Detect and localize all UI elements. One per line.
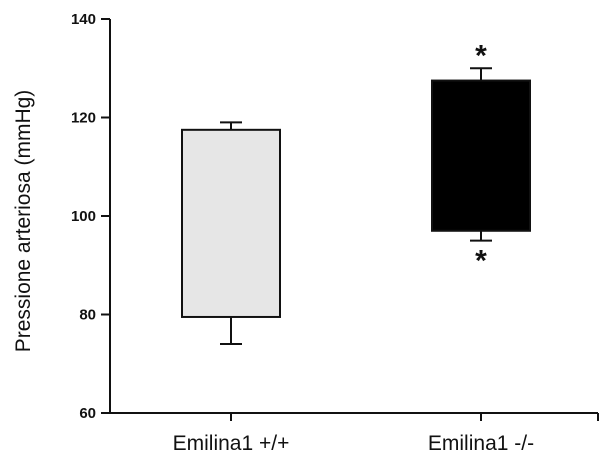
y-tick-label: 100 <box>71 208 96 225</box>
axis-labels: 60 80 100 120 140 Emilina1 +/+ Emilina1 -/- Pre… <box>12 11 534 455</box>
y-tick-label: 140 <box>71 11 96 28</box>
box <box>181 128 281 318</box>
y-tick-label: 60 <box>79 405 96 422</box>
significance-marker-bottom: * <box>475 245 487 278</box>
y-tick-label: 120 <box>71 110 96 127</box>
y-tick-label: 80 <box>79 307 96 324</box>
y-axis-title: Pressione arteriosa (mmHg) <box>12 90 35 353</box>
x-category-label: Emilina1 -/- <box>428 432 534 455</box>
significance-marker-top: * <box>475 39 487 72</box>
x-category-label: Emilina1 +/+ <box>173 432 290 455</box>
plot-marks <box>181 67 531 346</box>
axes <box>101 18 599 421</box>
box <box>431 79 531 232</box>
